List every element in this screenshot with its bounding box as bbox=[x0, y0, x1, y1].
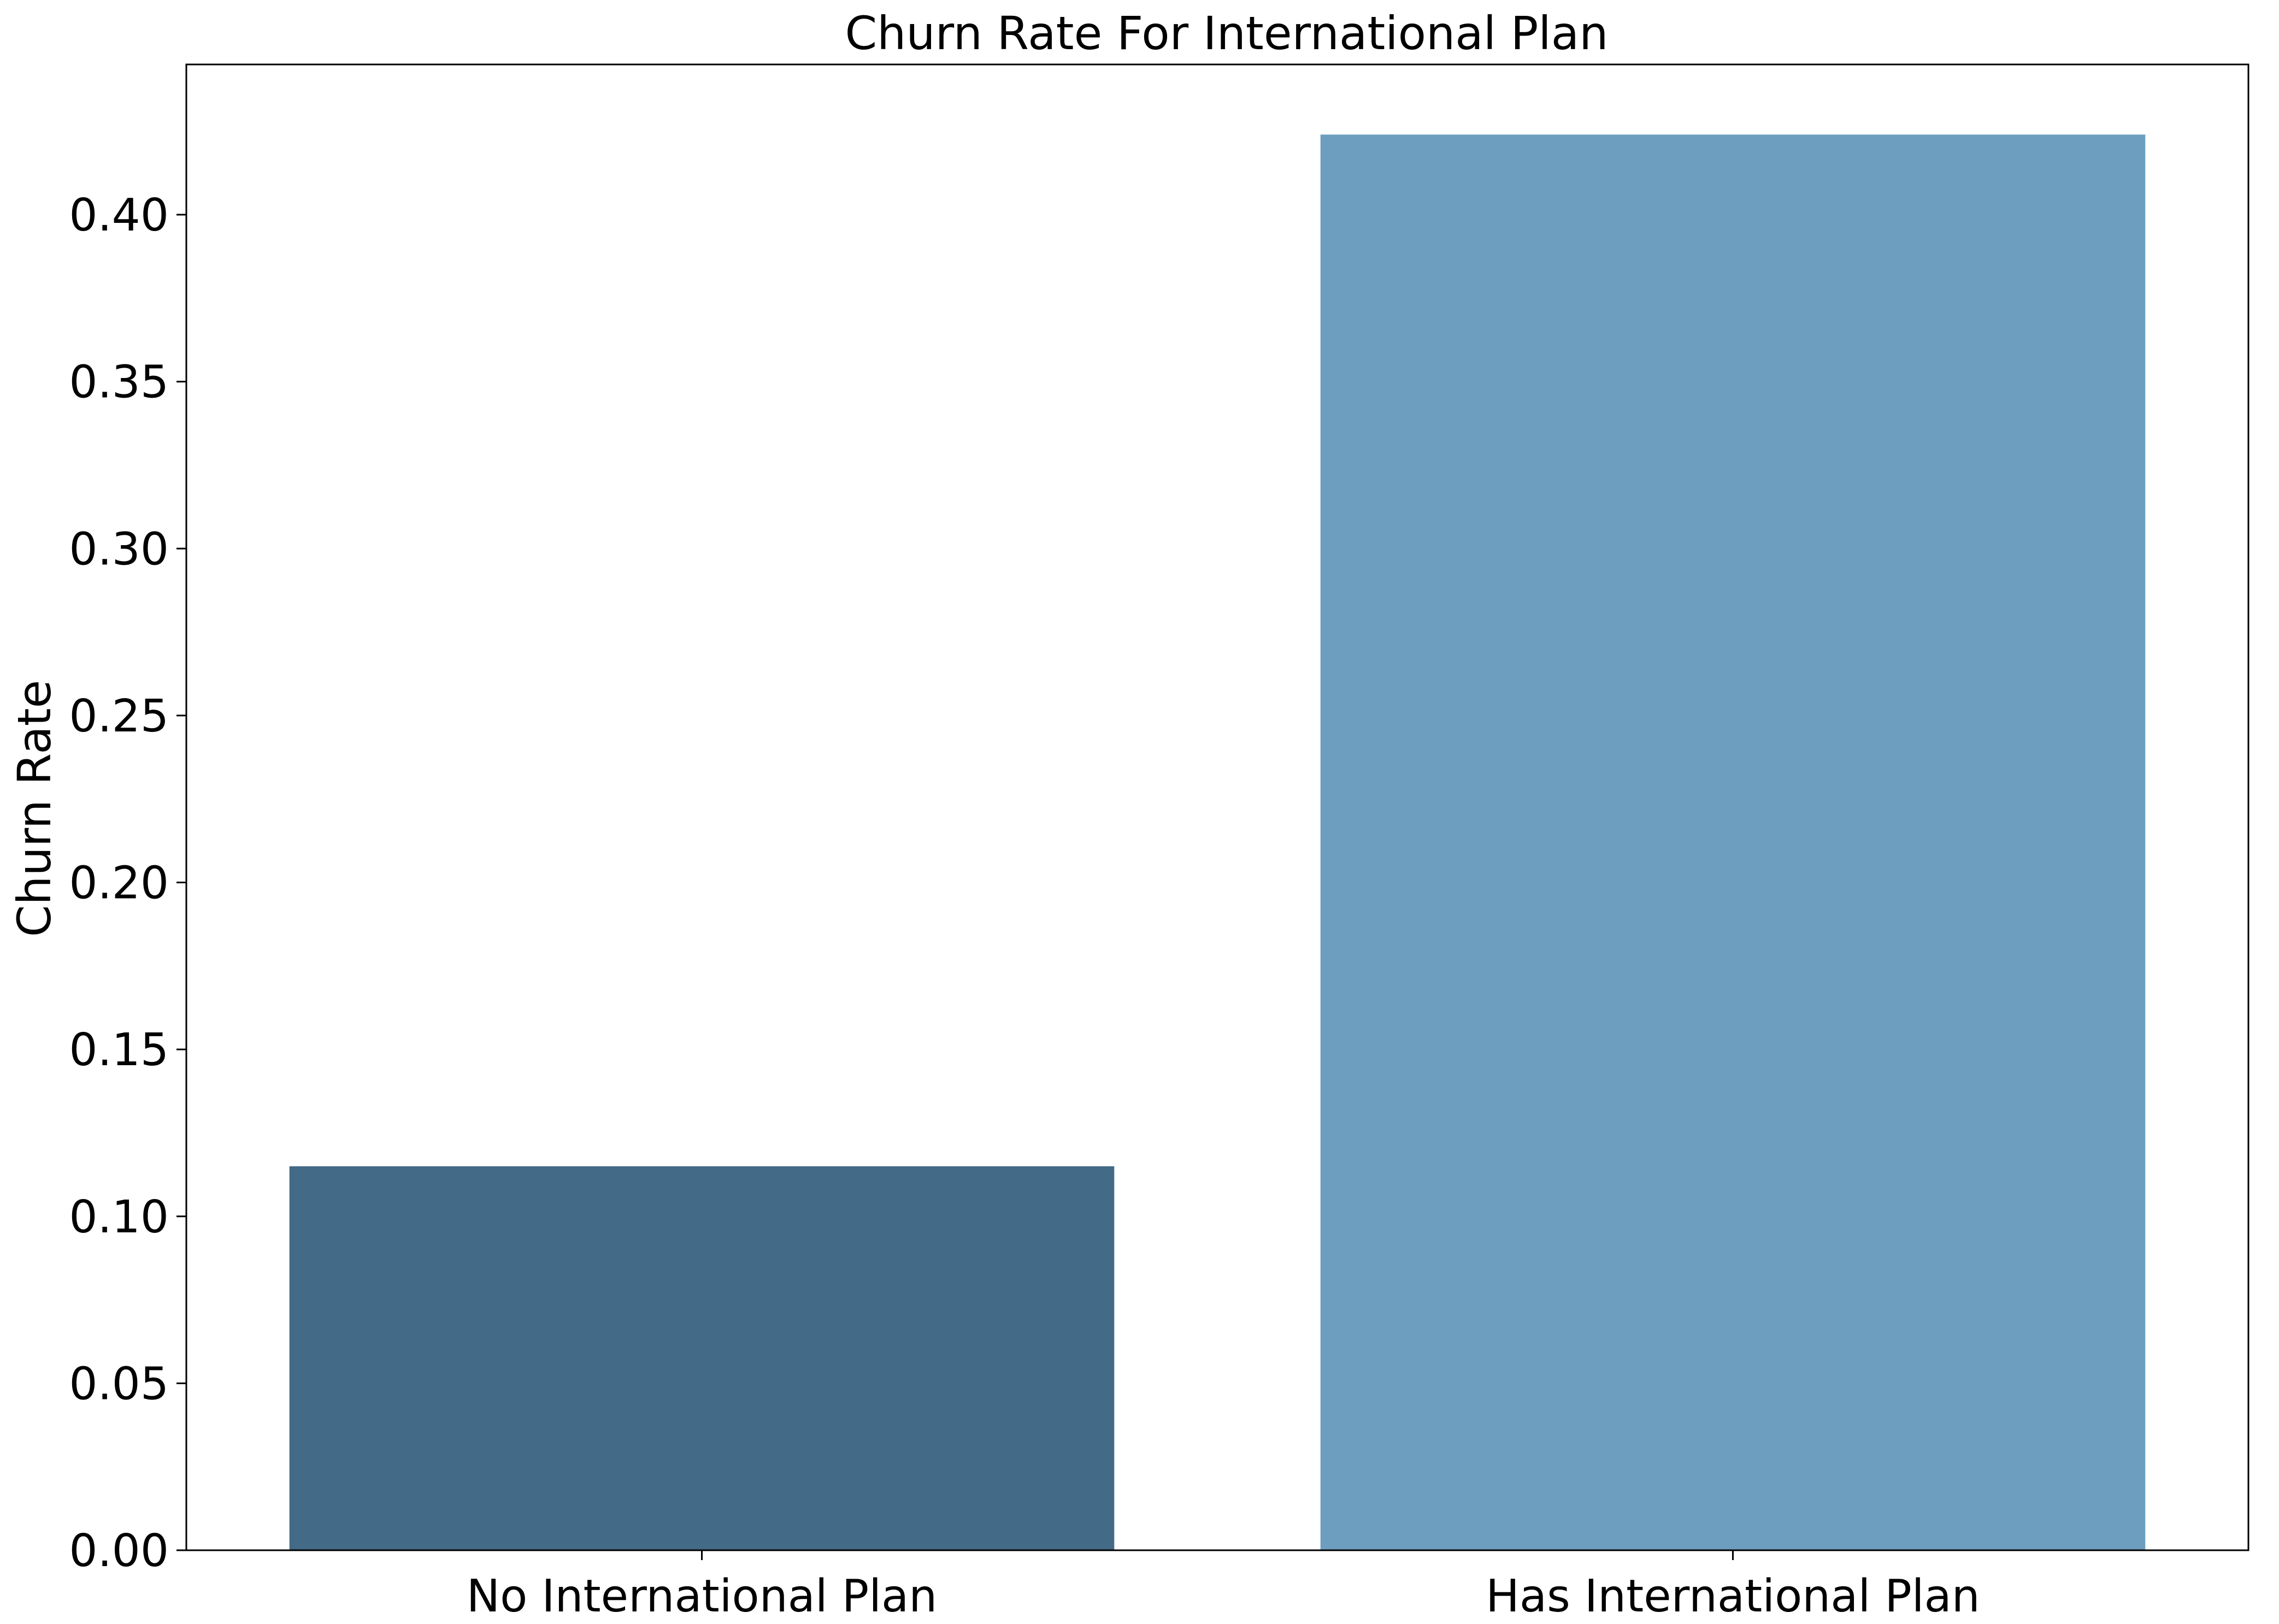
y-tick-label-6: 0.30 bbox=[69, 523, 169, 575]
y-axis-ticks: 0.00 0.05 0.10 0.15 0.20 0.25 0.30 0.35 0.40 bbox=[69, 190, 186, 1577]
y-tick-label-4: 0.20 bbox=[69, 858, 169, 910]
bar-0 bbox=[289, 1166, 1115, 1550]
y-tick-label-8: 0.40 bbox=[69, 190, 169, 241]
bar-1 bbox=[1320, 134, 2146, 1550]
y-tick-label-2: 0.10 bbox=[69, 1191, 169, 1243]
x-axis-ticks: No International Plan Has International P… bbox=[467, 1550, 1980, 1622]
y-tick-label-7: 0.35 bbox=[69, 357, 169, 409]
plot-frame bbox=[185, 63, 2249, 1551]
x-tick-label-1: Has International Plan bbox=[1486, 1570, 1980, 1622]
y-axis-label: Churn Rate bbox=[8, 680, 61, 937]
y-tick-label-5: 0.25 bbox=[69, 690, 169, 742]
chart-title: Churn Rate For International Plan bbox=[845, 7, 1609, 60]
bars-group bbox=[289, 134, 2146, 1550]
x-tick-label-0: No International Plan bbox=[467, 1570, 937, 1622]
y-tick-label-1: 0.05 bbox=[69, 1358, 169, 1410]
y-tick-label-0: 0.00 bbox=[69, 1525, 169, 1577]
y-tick-label-3: 0.15 bbox=[69, 1024, 169, 1076]
